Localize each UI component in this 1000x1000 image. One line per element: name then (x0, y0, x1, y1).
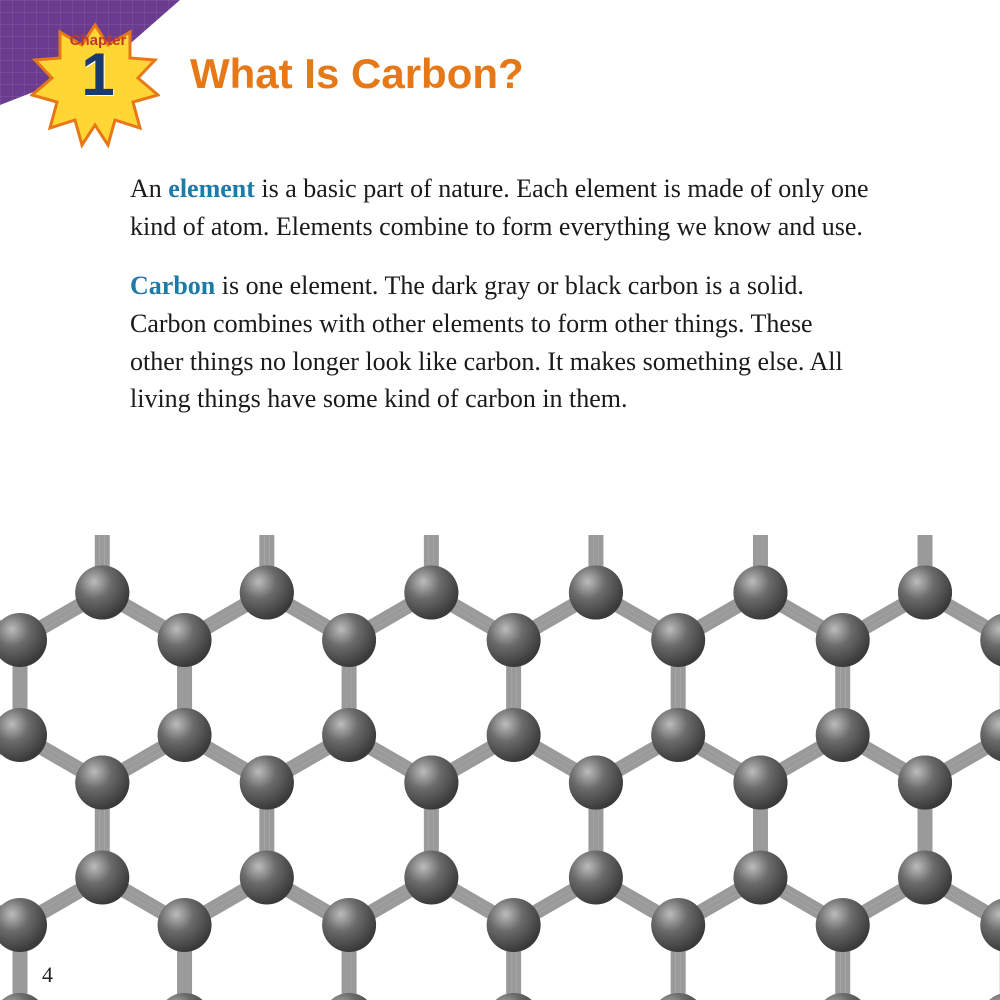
keyword-element: element (168, 174, 255, 203)
paragraph-1: An element is a basic part of nature. Ea… (130, 170, 870, 245)
chapter-number: 1 (48, 40, 148, 109)
para2-rest: is one element. The dark gray or black c… (130, 271, 843, 413)
page-number: 4 (42, 962, 53, 988)
keyword-carbon: Carbon (130, 271, 215, 300)
body-text: An element is a basic part of nature. Ea… (130, 170, 870, 440)
molecule-diagram (0, 535, 1000, 1000)
para1-prefix: An (130, 174, 168, 203)
chapter-corner-badge: Chapter 1 (0, 0, 180, 130)
page-title: What Is Carbon? (190, 50, 524, 98)
paragraph-2: Carbon is one element. The dark gray or … (130, 267, 870, 418)
